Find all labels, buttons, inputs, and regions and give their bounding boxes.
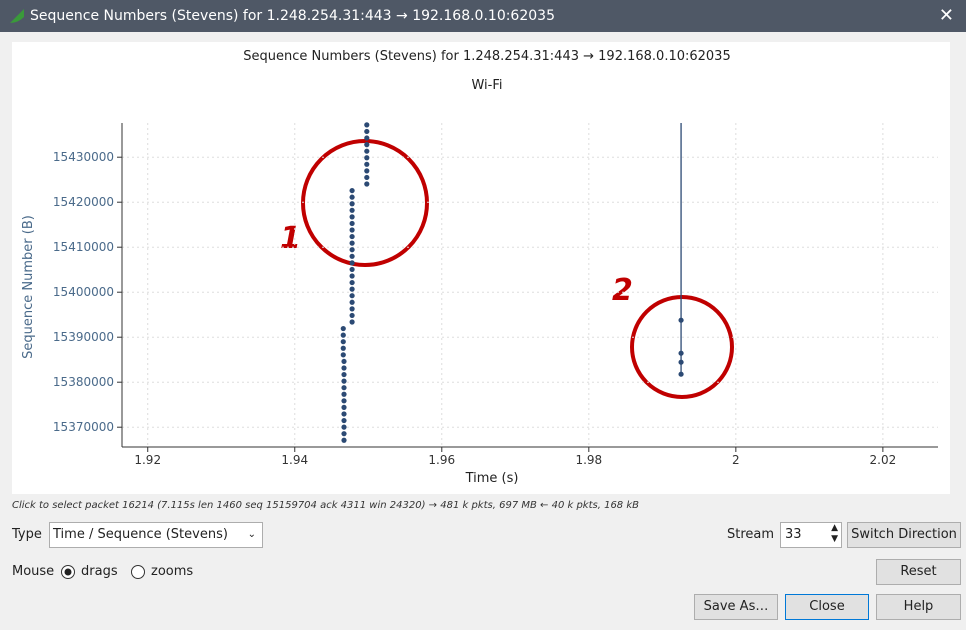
data-point <box>341 411 347 417</box>
data-point <box>364 148 370 154</box>
y-tick-label: 15410000 <box>53 240 114 254</box>
data-point <box>340 352 346 358</box>
status-text: Click to select packet 16214 (7.115s len… <box>12 500 639 511</box>
type-dropdown[interactable]: Time / Sequence (Stevens) ⌄ <box>49 522 263 548</box>
data-point <box>341 424 347 430</box>
data-point <box>349 247 355 253</box>
type-value: Time / Sequence (Stevens) <box>53 527 228 542</box>
data-point <box>364 168 370 174</box>
data-point <box>678 317 684 323</box>
data-point <box>364 122 370 128</box>
data-point <box>349 306 355 312</box>
data-point <box>349 266 355 273</box>
data-point <box>349 194 355 200</box>
save-as-button[interactable]: Save As… <box>694 594 778 620</box>
data-point <box>341 417 347 424</box>
data-point <box>341 391 347 397</box>
chart-bg <box>12 42 950 494</box>
data-point <box>349 233 355 240</box>
highlight-circle <box>630 295 734 399</box>
data-point <box>678 350 684 356</box>
reset-button[interactable]: Reset <box>876 559 961 585</box>
data-point <box>364 142 370 148</box>
data-point <box>341 358 347 365</box>
data-point <box>364 161 370 167</box>
data-point <box>341 437 347 443</box>
y-tick-label: 15420000 <box>53 195 114 209</box>
switch-direction-button[interactable]: Switch Direction <box>847 522 961 548</box>
data-point <box>341 404 347 410</box>
data-point <box>349 220 355 227</box>
data-point <box>341 365 347 371</box>
x-tick-label: 1.98 <box>575 453 602 467</box>
highlight-circle <box>301 139 429 267</box>
stream-value: 33 <box>785 527 802 542</box>
close-x[interactable]: ✕ <box>938 5 954 26</box>
data-point <box>341 398 347 404</box>
x-axis-label: Time (s) <box>465 471 519 486</box>
data-point <box>341 378 347 384</box>
chart-title: Sequence Numbers (Stevens) for 1.248.254… <box>243 49 730 64</box>
data-point <box>341 385 347 391</box>
data-point <box>349 201 355 207</box>
y-axis-label: Sequence Number (B) <box>21 215 36 359</box>
data-point <box>340 325 346 332</box>
annotation: 1 <box>280 221 301 256</box>
y-tick-label: 15380000 <box>53 375 114 389</box>
chart: Sequence Numbers (Stevens) for 1.248.254… <box>12 42 950 494</box>
data-point <box>349 273 355 279</box>
data-point <box>349 227 355 233</box>
data-point <box>349 286 355 292</box>
data-point <box>340 339 346 345</box>
y-tick-label: 15370000 <box>53 420 114 434</box>
data-point <box>349 319 355 325</box>
data-point <box>364 155 370 161</box>
zooms-label: zooms <box>151 564 194 579</box>
data-point <box>364 135 370 141</box>
radio-zooms[interactable] <box>130 564 146 580</box>
data-point <box>341 371 347 378</box>
x-tick-label: 1.94 <box>281 453 308 467</box>
data-point <box>349 207 355 213</box>
close-button[interactable]: Close <box>785 594 869 620</box>
mouse-label: Mouse <box>12 564 55 579</box>
x-tick-label: 1.96 <box>428 453 455 467</box>
radio-drags[interactable] <box>60 564 76 580</box>
data-point <box>341 431 347 437</box>
y-tick-label: 15400000 <box>53 285 114 299</box>
data-point <box>340 332 346 338</box>
chart-subtitle: Wi-Fi <box>471 78 502 93</box>
y-tick-label: 15390000 <box>53 330 114 344</box>
title-bar: Sequence Numbers (Stevens) for 1.248.254… <box>0 0 966 32</box>
drags-label: drags <box>81 564 118 579</box>
data-point <box>349 260 355 266</box>
data-point <box>349 214 355 220</box>
data-point <box>349 240 355 246</box>
stream-spinbox[interactable]: 33 ▲ ▼ <box>780 522 842 548</box>
data-point <box>349 253 355 259</box>
help-button[interactable]: Help <box>876 594 961 620</box>
data-point <box>349 312 355 319</box>
data-point <box>349 293 355 299</box>
data-point <box>349 299 355 305</box>
app-icon <box>10 9 24 23</box>
data-point <box>678 371 684 377</box>
stream-label: Stream <box>727 527 775 542</box>
data-point <box>678 359 684 365</box>
type-label: Type <box>12 527 42 542</box>
x-tick-label: 2.02 <box>870 453 897 467</box>
data-point <box>349 279 355 286</box>
data-point <box>364 174 370 181</box>
x-tick-label: 2 <box>732 453 740 467</box>
annotation: 2 <box>612 273 633 308</box>
data-point <box>340 345 346 351</box>
data-point <box>364 181 370 187</box>
window-title: Sequence Numbers (Stevens) for 1.248.254… <box>30 8 555 24</box>
x-tick-label: 1.92 <box>134 453 161 467</box>
data-point <box>364 128 370 135</box>
data-point <box>349 187 355 194</box>
y-tick-label: 15430000 <box>53 150 114 164</box>
